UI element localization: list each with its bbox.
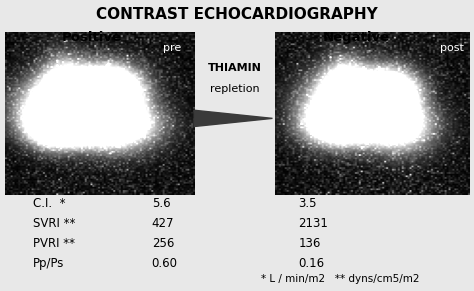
Text: C.I.  *: C.I. * — [33, 197, 66, 210]
Polygon shape — [194, 110, 273, 127]
Text: 136: 136 — [299, 237, 321, 250]
Text: repletion: repletion — [210, 84, 259, 94]
Text: 0.60: 0.60 — [152, 257, 178, 270]
Text: 0.16: 0.16 — [299, 257, 325, 270]
Text: CONTRAST ECHOCARDIOGRAPHY: CONTRAST ECHOCARDIOGRAPHY — [96, 7, 378, 22]
Text: Positive: Positive — [62, 31, 122, 44]
Text: Pp/Ps: Pp/Ps — [33, 257, 64, 270]
Text: 427: 427 — [152, 217, 174, 230]
Text: post: post — [439, 43, 464, 54]
Text: SVRI **: SVRI ** — [33, 217, 75, 230]
Text: PVRI **: PVRI ** — [33, 237, 75, 250]
Text: 3.5: 3.5 — [299, 197, 317, 210]
Text: Negative: Negative — [322, 31, 390, 44]
Text: THIAMIN: THIAMIN — [208, 63, 262, 73]
Text: pre: pre — [163, 43, 181, 54]
Text: 2131: 2131 — [299, 217, 328, 230]
Text: 256: 256 — [152, 237, 174, 250]
Text: * L / min/m2   ** dyns/cm5/m2: * L / min/m2 ** dyns/cm5/m2 — [261, 274, 419, 284]
Text: 5.6: 5.6 — [152, 197, 170, 210]
